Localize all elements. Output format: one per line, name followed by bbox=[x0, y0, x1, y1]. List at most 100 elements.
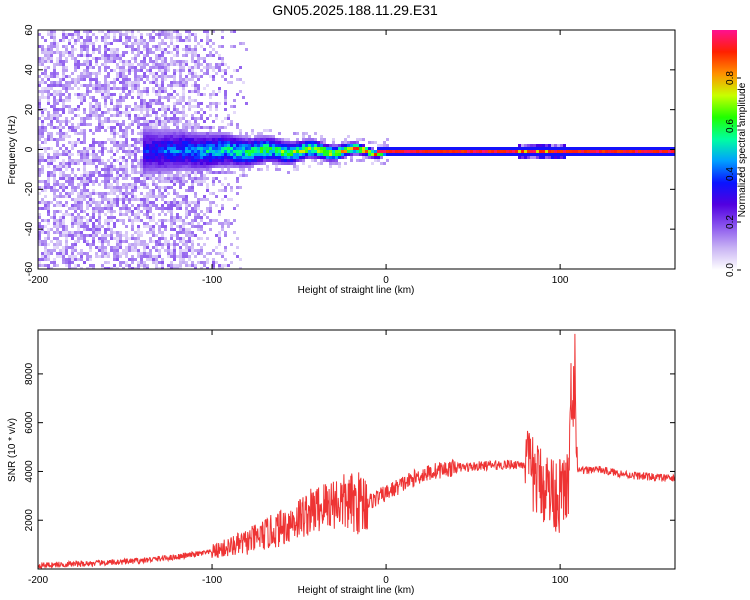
heatmap-cell bbox=[314, 153, 317, 156]
heatmap-cell bbox=[83, 54, 86, 57]
heatmap-cell bbox=[110, 249, 113, 252]
heatmap-cell bbox=[362, 147, 365, 150]
heatmap-cell bbox=[575, 153, 578, 156]
heatmap-cell bbox=[341, 141, 344, 144]
heatmap-cell bbox=[47, 186, 50, 189]
heatmap-cell bbox=[68, 42, 71, 45]
x-tick-label: -100 bbox=[202, 575, 222, 586]
heatmap-cell bbox=[53, 243, 56, 246]
heatmap-cell bbox=[110, 207, 113, 210]
heatmap-cell bbox=[275, 144, 278, 147]
heatmap-cell bbox=[356, 147, 359, 150]
heatmap-cell bbox=[158, 87, 161, 90]
heatmap-cell bbox=[257, 156, 260, 159]
heatmap-cell bbox=[104, 36, 107, 39]
heatmap-cell bbox=[53, 126, 56, 129]
heatmap-cell bbox=[161, 177, 164, 180]
heatmap-cell bbox=[185, 30, 188, 33]
heatmap-cell bbox=[53, 75, 56, 78]
heatmap-cell bbox=[209, 192, 212, 195]
heatmap-cell bbox=[89, 255, 92, 258]
heatmap-cell bbox=[128, 183, 131, 186]
heatmap-cell bbox=[506, 147, 509, 150]
heatmap-cell bbox=[128, 201, 131, 204]
heatmap-cell bbox=[131, 48, 134, 51]
heatmap-cell bbox=[206, 144, 209, 147]
heatmap-cell bbox=[200, 246, 203, 249]
heatmap-cell bbox=[203, 72, 206, 75]
heatmap-cell bbox=[188, 138, 191, 141]
heatmap-cell bbox=[209, 45, 212, 48]
heatmap-cell bbox=[56, 153, 59, 156]
heatmap-cell bbox=[101, 201, 104, 204]
heatmap-cell bbox=[86, 117, 89, 120]
heatmap-cell bbox=[122, 69, 125, 72]
heatmap-cell bbox=[164, 132, 167, 135]
heatmap-cell bbox=[104, 111, 107, 114]
heatmap-cell bbox=[104, 231, 107, 234]
heatmap-cell bbox=[110, 165, 113, 168]
heatmap-cell bbox=[80, 72, 83, 75]
heatmap-cell bbox=[179, 204, 182, 207]
heatmap-cell bbox=[143, 213, 146, 216]
heatmap-cell bbox=[86, 42, 89, 45]
heatmap-cell bbox=[71, 123, 74, 126]
heatmap-cell bbox=[239, 90, 242, 93]
heatmap-cell bbox=[206, 258, 209, 261]
heatmap-cell bbox=[203, 162, 206, 165]
heatmap-cell bbox=[65, 75, 68, 78]
heatmap-cell bbox=[191, 168, 194, 171]
heatmap-cell bbox=[209, 222, 212, 225]
heatmap-cell bbox=[185, 60, 188, 63]
heatmap-cell bbox=[71, 54, 74, 57]
heatmap-cell bbox=[137, 108, 140, 111]
heatmap-cell bbox=[155, 165, 158, 168]
heatmap-cell bbox=[206, 135, 209, 138]
heatmap-cell bbox=[143, 120, 146, 123]
heatmap-cell bbox=[242, 150, 245, 153]
heatmap-cell bbox=[176, 174, 179, 177]
heatmap-cell bbox=[101, 240, 104, 243]
heatmap-cell bbox=[86, 159, 89, 162]
heatmap-cell bbox=[218, 159, 221, 162]
heatmap-cell bbox=[221, 222, 224, 225]
heatmap-cell bbox=[41, 258, 44, 261]
heatmap-cell bbox=[53, 177, 56, 180]
heatmap-cell bbox=[92, 66, 95, 69]
heatmap-cell bbox=[116, 243, 119, 246]
heatmap-cell bbox=[71, 267, 74, 269]
heatmap-cell bbox=[653, 147, 656, 150]
heatmap-cell bbox=[59, 243, 62, 246]
heatmap-cell bbox=[98, 45, 101, 48]
heatmap-cell bbox=[158, 150, 161, 153]
heatmap-cell bbox=[206, 237, 209, 240]
heatmap-cell bbox=[86, 195, 89, 198]
heatmap-cell bbox=[140, 141, 143, 144]
heatmap-cell bbox=[41, 93, 44, 96]
heatmap-cell bbox=[164, 144, 167, 147]
heatmap-cell bbox=[74, 78, 77, 81]
heatmap-cell bbox=[113, 78, 116, 81]
heatmap-cell bbox=[233, 219, 236, 222]
heatmap-cell bbox=[65, 228, 68, 231]
heatmap-cell bbox=[113, 60, 116, 63]
heatmap-cell bbox=[233, 69, 236, 72]
heatmap-cell bbox=[137, 123, 140, 126]
heatmap-cell bbox=[170, 210, 173, 213]
heatmap-cell bbox=[170, 168, 173, 171]
heatmap-cell bbox=[161, 60, 164, 63]
heatmap-cell bbox=[86, 66, 89, 69]
heatmap-cell bbox=[122, 75, 125, 78]
heatmap-cell bbox=[176, 192, 179, 195]
heatmap-cell bbox=[125, 144, 128, 147]
heatmap-cell bbox=[476, 153, 479, 156]
heatmap-cell bbox=[287, 171, 290, 174]
heatmap-cell bbox=[44, 57, 47, 60]
heatmap-cell bbox=[86, 267, 89, 269]
heatmap-cell bbox=[68, 129, 71, 132]
heatmap-cell bbox=[116, 168, 119, 171]
heatmap-cell bbox=[128, 36, 131, 39]
heatmap-cell bbox=[110, 183, 113, 186]
heatmap-cell bbox=[254, 159, 257, 162]
heatmap-cell bbox=[524, 153, 527, 156]
